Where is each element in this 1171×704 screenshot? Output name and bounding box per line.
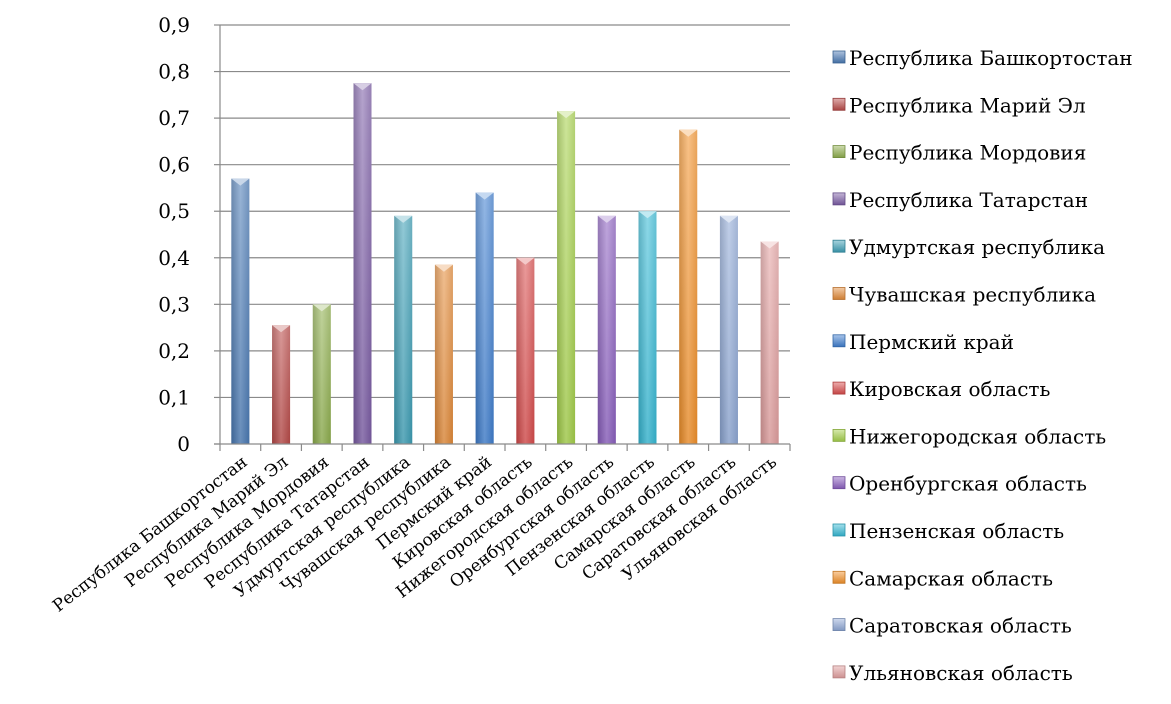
- y-tick-label: 0,5: [158, 199, 190, 223]
- legend-label: Республика Мордовия: [849, 141, 1086, 165]
- legend-swatch: [832, 381, 846, 395]
- y-tick-label: 0,1: [158, 385, 190, 409]
- y-tick-label: 0,4: [158, 246, 190, 270]
- bar: [557, 111, 576, 444]
- y-tick-label: 0,2: [158, 339, 190, 363]
- legend-swatch: [832, 476, 846, 490]
- legend-swatch: [832, 665, 846, 679]
- y-tick-label: 0: [177, 432, 190, 456]
- bar: [679, 129, 698, 444]
- y-tick-label: 0,3: [158, 292, 190, 316]
- legend-item: Пермский край: [832, 330, 1014, 354]
- bar: [312, 304, 331, 444]
- legend-swatch: [832, 239, 846, 253]
- legend-item: Оренбургская область: [832, 472, 1087, 496]
- legend-label: Республика Марий Эл: [849, 93, 1086, 117]
- legend-swatch: [832, 523, 846, 537]
- legend-swatch: [832, 618, 846, 631]
- legend-item: Кировская область: [832, 377, 1050, 401]
- legend-label: Пермский край: [849, 330, 1014, 354]
- legend-swatch: [832, 192, 846, 206]
- bar: [638, 211, 657, 444]
- bar: [597, 215, 616, 444]
- legend-swatch: [832, 334, 846, 348]
- legend-label: Оренбургская область: [849, 472, 1087, 496]
- bar: [353, 83, 372, 444]
- bar: [434, 264, 453, 444]
- legend-label: Республика Башкортостан: [849, 46, 1133, 70]
- legend-item: Республика Татарстан: [832, 188, 1088, 212]
- legend-label: Республика Татарстан: [849, 188, 1088, 212]
- legend-label: Нижегородская область: [849, 424, 1106, 448]
- y-axis: 0 0,1 0,2 0,3 0,4 0,5 0,6 0,7 0,8 0,9: [158, 13, 221, 456]
- y-tick-label: 0,9: [158, 13, 190, 37]
- legend-item: Республика Башкортостан: [832, 46, 1133, 70]
- legend-label: Пензенская область: [849, 519, 1064, 543]
- legend-item: Республика Марий Эл: [832, 93, 1086, 117]
- grid-lines: [220, 24, 790, 399]
- legend-item: Ульяновская область: [832, 661, 1073, 685]
- legend-label: Саратовская область: [849, 614, 1072, 638]
- bar: [475, 192, 494, 444]
- legend-swatch: [832, 145, 846, 159]
- legend-swatch: [832, 570, 846, 584]
- y-tick-label: 0,6: [158, 153, 190, 177]
- legend-item: Удмуртская республика: [832, 235, 1105, 259]
- y-tick-label: 0,7: [158, 106, 190, 130]
- bar: [719, 215, 738, 444]
- legend-swatch: [832, 428, 846, 442]
- bar: [516, 257, 535, 444]
- legend-item: Республика Мордовия: [832, 141, 1086, 165]
- legend-label: Удмуртская республика: [849, 235, 1105, 259]
- y-tick-label: 0,8: [158, 60, 190, 84]
- legend-swatch: [832, 287, 846, 300]
- legend-swatch: [832, 50, 846, 64]
- legend-label: Кировская область: [849, 377, 1050, 401]
- legend: Республика Башкортостан Республика Марий …: [832, 46, 1133, 685]
- legend-swatch: [832, 97, 846, 111]
- legend-item: Нижегородская область: [832, 424, 1106, 448]
- bar: [394, 215, 413, 444]
- legend-label: Чувашская республика: [849, 283, 1096, 307]
- legend-item: Саратовская область: [832, 614, 1072, 638]
- bar: [231, 178, 250, 444]
- legend-item: Пензенская область: [832, 519, 1064, 543]
- bars-group: [231, 83, 779, 444]
- legend-item: Чувашская республика: [832, 283, 1096, 307]
- bar: [272, 325, 291, 444]
- legend-label: Самарская область: [849, 566, 1053, 590]
- legend-item: Самарская область: [832, 566, 1053, 590]
- bar: [760, 241, 779, 444]
- legend-label: Ульяновская область: [849, 661, 1073, 685]
